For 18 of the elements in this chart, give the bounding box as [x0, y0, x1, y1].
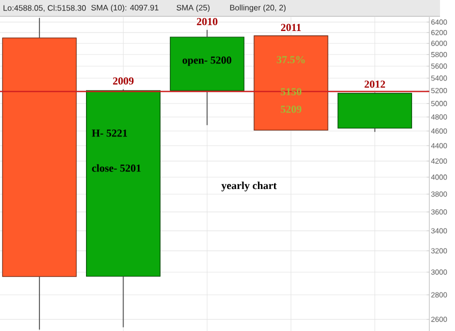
x-tick-label: 2010 — [196, 18, 218, 26]
x-tick-label: 2009 — [113, 77, 134, 85]
text: Bollinger (20, 2) — [230, 4, 286, 12]
annotation: yearly chart — [221, 182, 277, 192]
annotation: open- 5200 — [182, 56, 232, 66]
text: SMA (25) — [176, 4, 210, 12]
candlestick — [2, 18, 77, 330]
candlestick — [338, 92, 412, 132]
x-tick-label: 2012 — [364, 80, 386, 88]
annotation: 37.5% — [276, 56, 305, 64]
annotation: 5209 — [280, 106, 302, 113]
annotation: 5150 — [280, 88, 302, 96]
annotation: H- 5221 — [92, 130, 128, 137]
text: Lo:4588.05, Cl:5158.30 — [4, 4, 86, 12]
candlestick — [170, 29, 244, 126]
annotation: close- 5201 — [92, 164, 141, 172]
x-tick-label: 2011 — [281, 24, 301, 32]
text: SMA (10): 4097.91 — [91, 4, 158, 12]
